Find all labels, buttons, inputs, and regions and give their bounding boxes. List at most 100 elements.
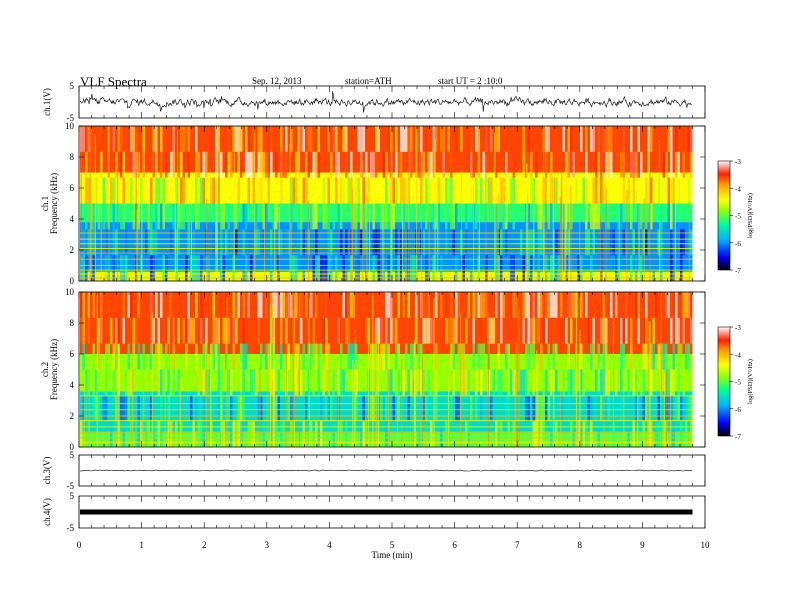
spectrogram-texture xyxy=(505,395,508,422)
spectrogram-texture xyxy=(455,126,458,152)
spectrogram-texture xyxy=(532,421,535,447)
spectrogram-texture xyxy=(122,317,125,344)
spectrogram-texture xyxy=(672,343,675,370)
spectrogram-texture xyxy=(285,151,288,178)
spectrogram-texture xyxy=(335,151,338,178)
spectrogram-texture xyxy=(295,292,298,318)
spectrogram-texture xyxy=(580,292,583,318)
spectrogram-texture xyxy=(685,292,688,318)
spectrogram-texture xyxy=(125,255,128,281)
spectrogram-texture xyxy=(642,369,645,396)
spectrogram-texture xyxy=(630,343,633,370)
spectrogram-texture xyxy=(215,343,218,370)
spectrogram-texture xyxy=(385,151,388,178)
spectrogram-texture xyxy=(320,421,323,447)
spectrogram-texture xyxy=(97,292,100,318)
spectrogram-texture xyxy=(335,126,338,152)
spectrogram-texture xyxy=(87,292,90,318)
spectrogram-texture xyxy=(340,369,343,396)
spectrogram-texture xyxy=(455,317,458,344)
spectrogram-texture xyxy=(152,317,155,344)
spectrogram-texture xyxy=(237,126,240,152)
spectrogram-texture xyxy=(187,292,190,318)
spectrogram-texture xyxy=(257,229,260,256)
spectrogram-texture xyxy=(260,126,263,152)
spectrogram-texture xyxy=(437,177,440,204)
spectrogram-texture xyxy=(690,421,693,447)
spectrogram-texture xyxy=(257,126,260,152)
spectrogram-texture xyxy=(467,292,470,318)
spectrogram-texture xyxy=(617,255,620,281)
spectrogram-texture xyxy=(155,343,158,370)
spectrogram-texture xyxy=(352,395,355,422)
spectrogram-texture xyxy=(650,126,653,152)
spectrogram-texture xyxy=(207,177,210,204)
spectrogram-texture xyxy=(162,255,165,281)
x-axis-label: Time (min) xyxy=(372,550,413,560)
spectrogram-texture xyxy=(327,343,330,370)
spectrogram-texture xyxy=(600,151,603,178)
spectrogram-texture xyxy=(655,421,658,447)
spectrogram-texture xyxy=(215,151,218,178)
spectrogram-texture xyxy=(307,395,310,422)
spectrogram-texture xyxy=(562,203,565,230)
spectrogram-texture xyxy=(642,317,645,344)
spectrogram-texture xyxy=(440,255,443,281)
spectrogram-texture xyxy=(422,395,425,422)
spectrogram-texture xyxy=(155,126,158,152)
spectrogram-texture xyxy=(632,421,635,447)
spectrogram-texture xyxy=(550,292,553,318)
spectrogram-texture xyxy=(435,292,438,318)
spectrogram-texture xyxy=(445,421,448,447)
spectrogram-texture xyxy=(550,255,553,281)
spectrogram-texture xyxy=(395,369,398,396)
spectrogram-texture xyxy=(405,177,408,204)
spectrogram-texture xyxy=(362,229,365,256)
spectrogram-texture xyxy=(137,203,140,230)
spectrogram-texture xyxy=(510,255,513,281)
spectrogram-texture xyxy=(295,343,298,370)
spectrogram-texture xyxy=(322,203,325,230)
spectrogram-texture xyxy=(360,421,363,447)
spectrogram-texture xyxy=(307,317,310,344)
spectrogram-texture xyxy=(327,229,330,256)
spectrogram-texture xyxy=(542,317,545,344)
spectrogram-texture xyxy=(465,203,468,230)
spectrogram-texture xyxy=(402,126,405,152)
spectrogram-texture xyxy=(357,229,360,256)
spectrogram-texture xyxy=(95,369,98,396)
spectrogram-texture xyxy=(555,177,558,204)
spectrogram-texture xyxy=(235,229,238,256)
spectrogram-texture xyxy=(122,292,125,318)
spectrogram-texture xyxy=(675,292,678,318)
spectrogram-texture xyxy=(585,203,588,230)
spectrogram-texture xyxy=(292,421,295,447)
spectrogram-texture xyxy=(650,421,653,447)
spectrogram-texture xyxy=(87,421,90,447)
spectrogram-texture xyxy=(567,343,570,370)
spectrogram-texture xyxy=(412,255,415,281)
spectrogram-texture xyxy=(592,343,595,370)
spectrogram-texture xyxy=(330,395,333,422)
spectrogram-texture xyxy=(177,177,180,204)
spectrogram-texture xyxy=(550,151,553,178)
spectrogram-texture xyxy=(180,177,183,204)
spectrogram-texture xyxy=(227,317,230,344)
spectrogram-texture xyxy=(380,317,383,344)
spectrogram-texture xyxy=(360,229,363,256)
spectrogram-texture xyxy=(177,292,180,318)
spectrogram-texture xyxy=(512,151,515,178)
spectrogram-texture xyxy=(440,421,443,447)
spectrogram-texture xyxy=(252,151,255,178)
spectrogram-texture xyxy=(300,126,303,152)
spectrogram-texture xyxy=(437,203,440,230)
spectrogram-texture xyxy=(652,317,655,344)
spectrogram-texture xyxy=(537,317,540,344)
y-tick-label: -5 xyxy=(67,481,75,491)
x-tick-label: 8 xyxy=(578,540,583,550)
spectrogram-texture xyxy=(322,369,325,396)
spectrogram-texture xyxy=(345,292,348,318)
spectrogram-texture xyxy=(95,395,98,422)
spectrogram-texture xyxy=(80,292,83,318)
x-tick-label: 3 xyxy=(265,540,270,550)
